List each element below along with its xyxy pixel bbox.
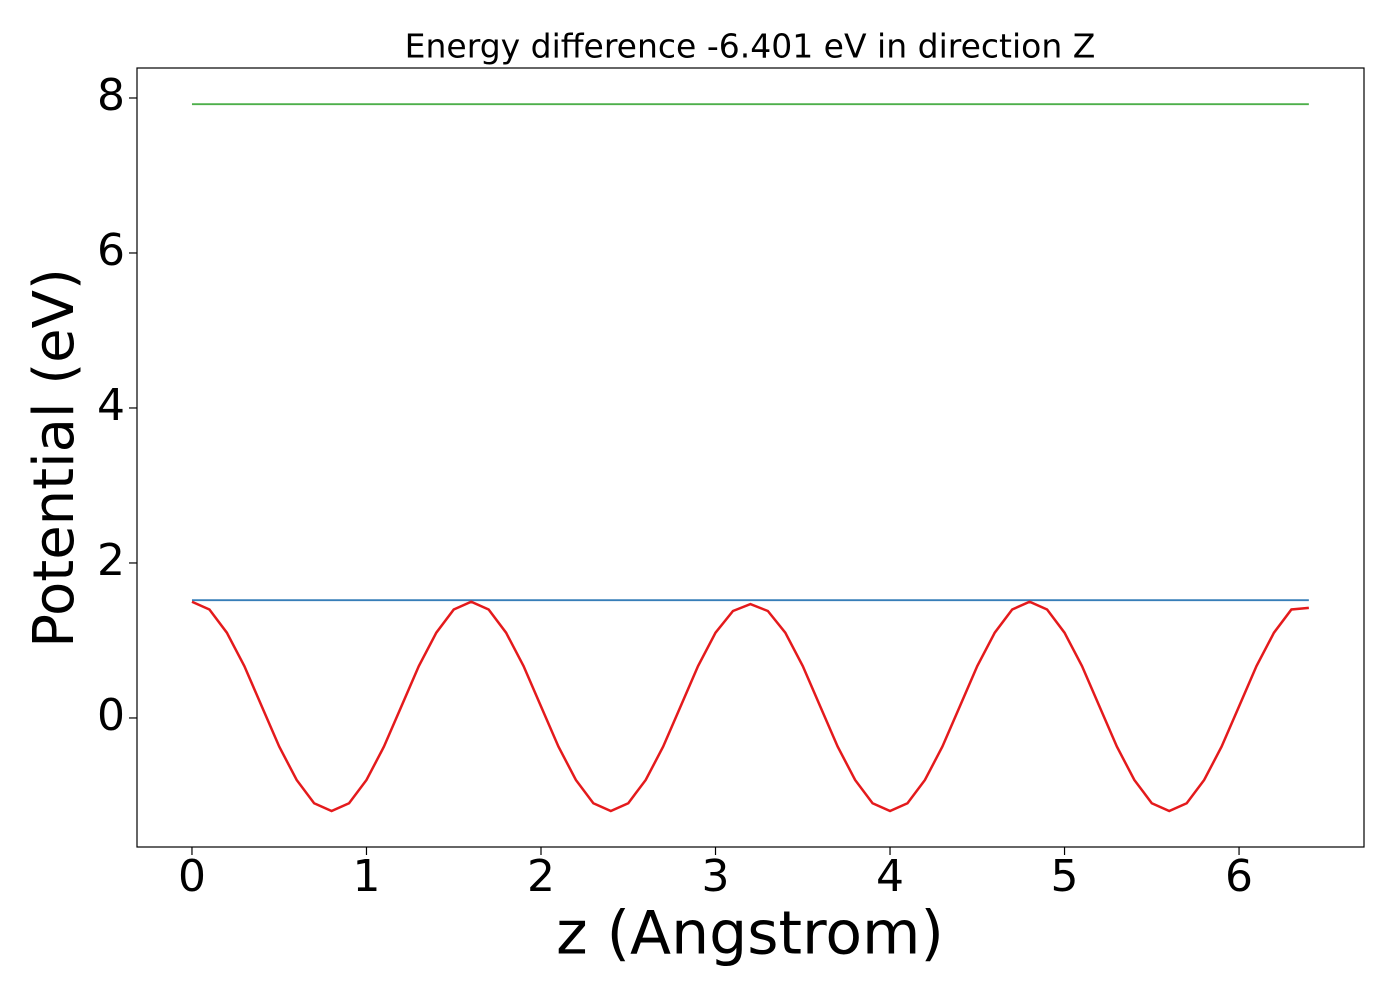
x-axis-label: z (Angstrom) <box>556 899 944 969</box>
plot-frame <box>136 67 1365 848</box>
y-axis-label: Potential (eV) <box>22 268 87 648</box>
y-tick-label: 0 <box>97 690 125 741</box>
chart-title: Energy difference -6.401 eV in direction… <box>405 27 1096 66</box>
x-tick-label: 6 <box>1225 851 1253 902</box>
data-line <box>191 600 1309 813</box>
y-tick-label: 6 <box>97 225 125 276</box>
y-tick-label: 4 <box>97 380 125 431</box>
x-tick-label: 1 <box>352 851 380 902</box>
x-tick-label: 3 <box>702 851 730 902</box>
x-tick-label: 0 <box>178 851 206 902</box>
y-tick-label: 2 <box>97 535 125 586</box>
x-tick-label: 2 <box>527 851 555 902</box>
x-tick-label: 4 <box>876 851 904 902</box>
y-tick-label: 8 <box>97 70 125 121</box>
x-tick-label: 5 <box>1051 851 1079 902</box>
